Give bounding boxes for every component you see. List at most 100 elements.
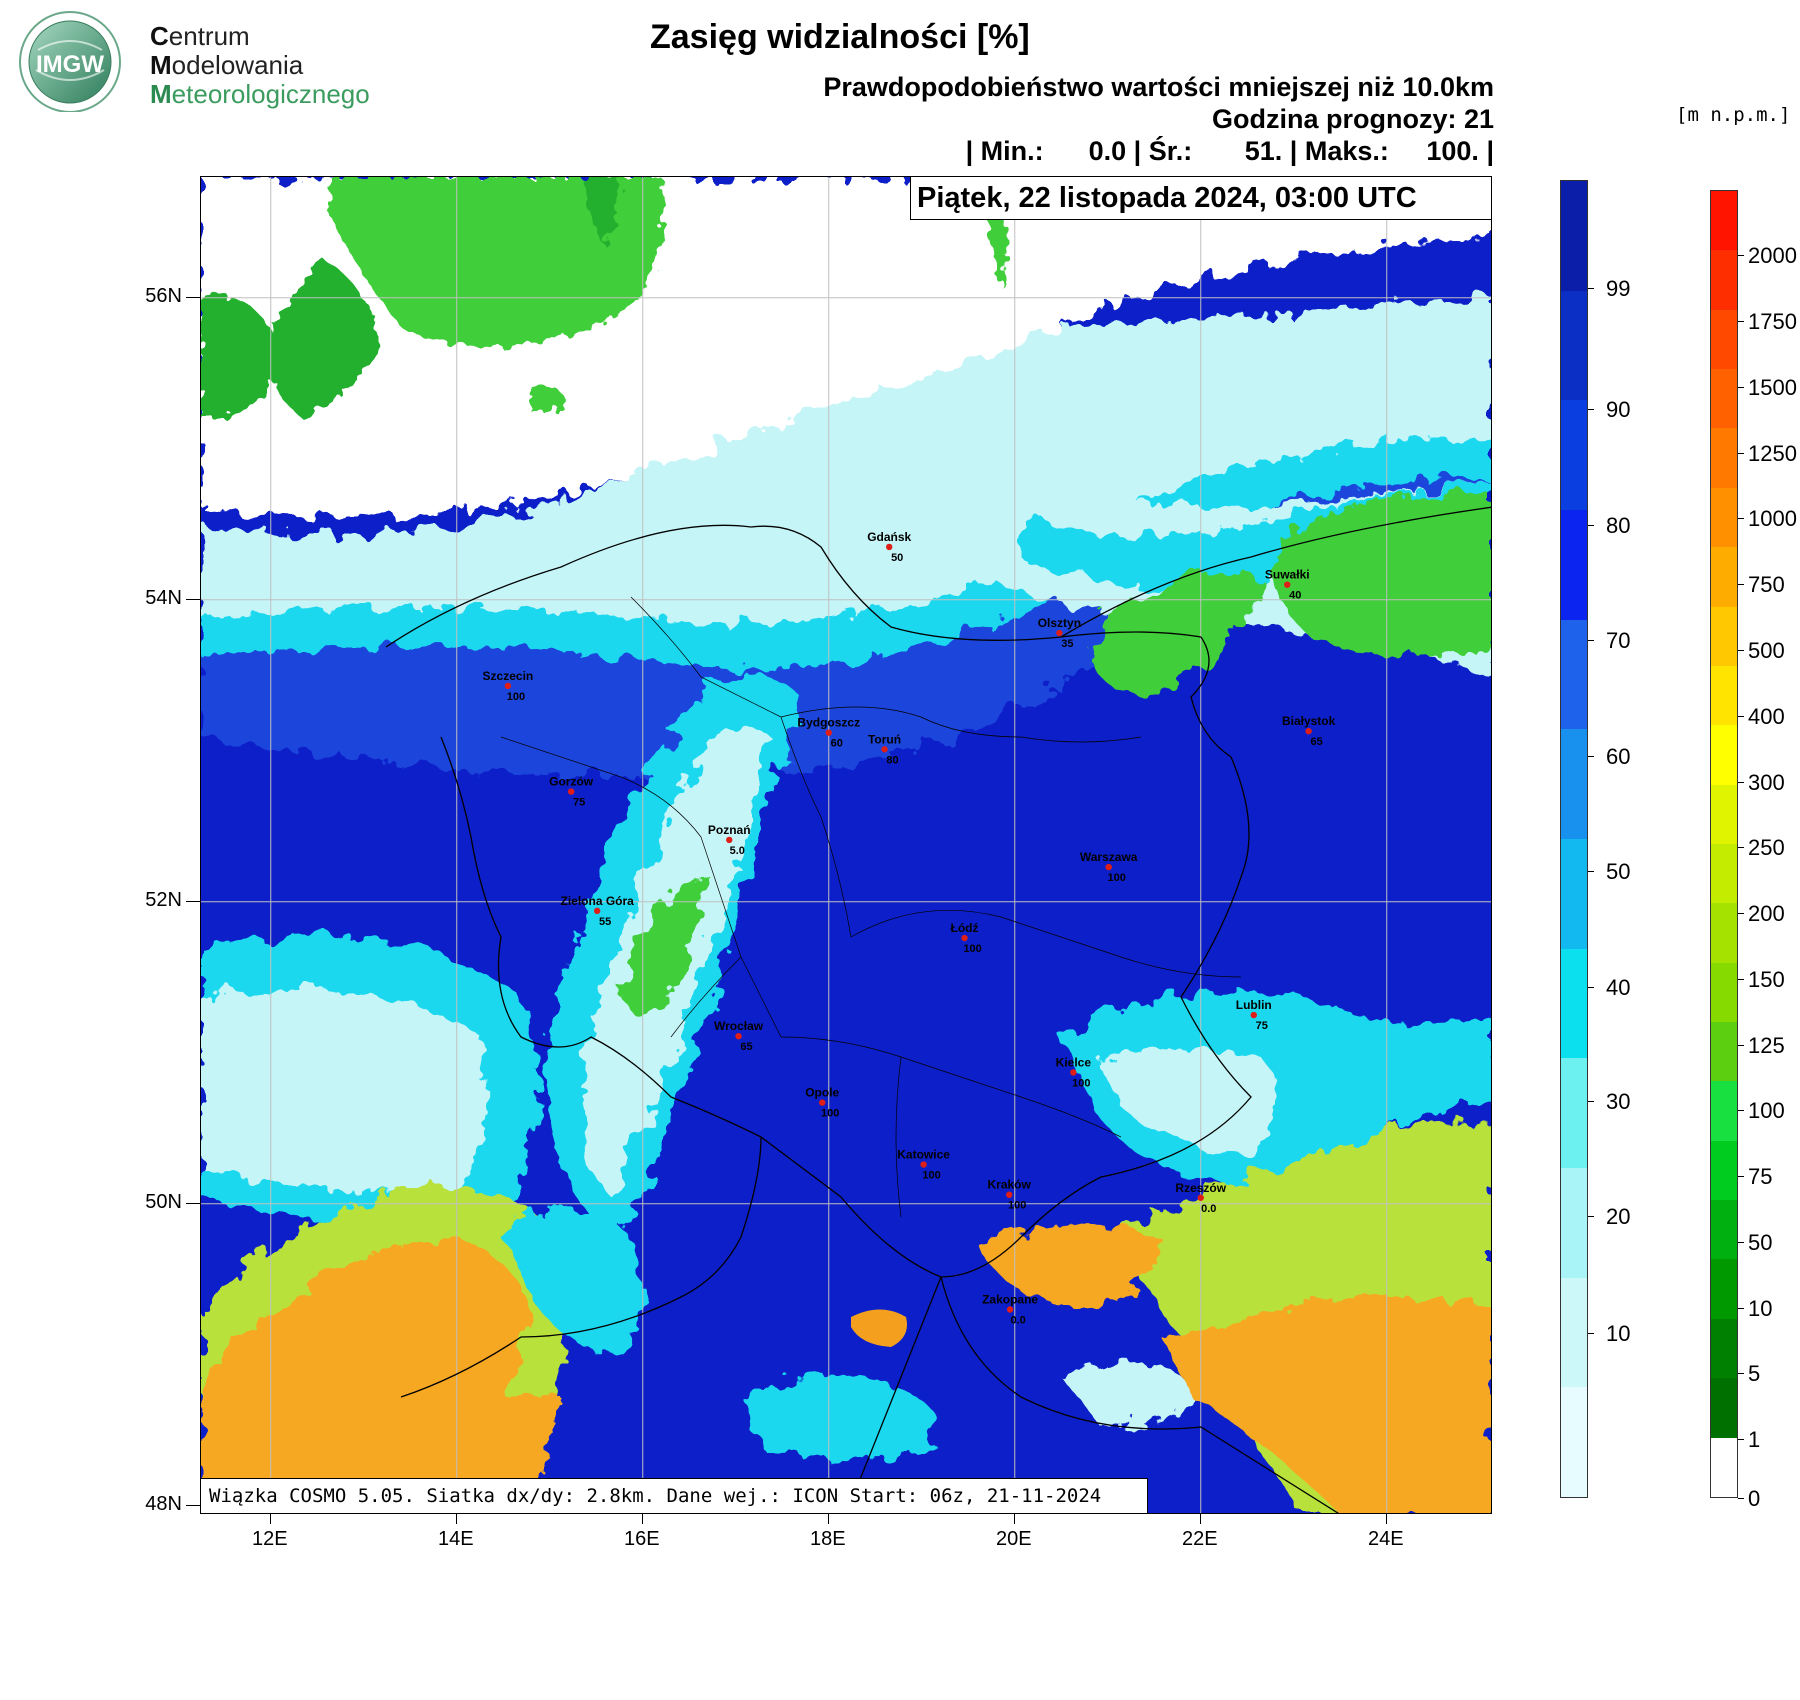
longitude-tick [1385, 1514, 1387, 1524]
sw-cyan-gap [501, 1207, 644, 1357]
longitude-tick [827, 1514, 829, 1524]
city-dot [593, 907, 601, 915]
city-dot [726, 836, 733, 844]
city-dot [567, 788, 575, 795]
city-value: 75 [573, 797, 585, 809]
city-name: Kraków [987, 1178, 1031, 1192]
sweden-land [331, 177, 664, 347]
longitude-label: 20E [995, 1528, 1032, 1550]
zakopane-spot [851, 1309, 907, 1347]
city-dot [1005, 1191, 1013, 1198]
carpathian-orange [981, 1224, 1161, 1307]
colorbar-segment [1561, 290, 1587, 401]
elevation-colorbar-label: 1750 [1748, 309, 1797, 335]
city-name: Lublin [1236, 998, 1272, 1012]
city-name: Łódź [951, 921, 979, 935]
longitude-label: 12E [251, 1528, 288, 1550]
probability-colorbar-tick [1588, 288, 1594, 290]
colorbar-segment [1561, 509, 1587, 620]
city-dot [1250, 1011, 1257, 1019]
probability-colorbar-tick [1588, 986, 1594, 988]
elevation-colorbar-label: 125 [1748, 1032, 1785, 1058]
probability-colorbar-label: 99 [1606, 276, 1631, 302]
city-value: 0.0 [1201, 1203, 1216, 1215]
city-name: Zielona Góra [561, 894, 635, 908]
city-value: 75 [1256, 1020, 1268, 1032]
colorbar-segment [1711, 1081, 1737, 1141]
elevation-colorbar-label: 1000 [1748, 506, 1797, 532]
longitude-label: 14E [437, 1528, 474, 1550]
city-name: Poznań [708, 823, 751, 837]
latitude-tick [186, 296, 200, 298]
south-light-patch [1061, 1364, 1201, 1427]
city-dot [886, 543, 893, 551]
stats-line: | Min.: 0.0 | Śr.: 51. | Maks.: 100. | [965, 136, 1494, 166]
city-value: 65 [740, 1041, 752, 1053]
date-box: Piątek, 22 listopada 2024, 03:00 UTC [910, 176, 1492, 220]
city-dot [735, 1032, 742, 1040]
longitude-tick [1013, 1514, 1015, 1524]
kaliningrad-border [1060, 506, 1491, 638]
probability-colorbar-label: 70 [1606, 627, 1631, 653]
logo-text: Centrum Modelowania Meteorologicznego [150, 22, 370, 109]
elevation-colorbar-tick [1738, 715, 1744, 717]
colorbar-segment [1711, 369, 1737, 429]
latitude-label: 50N [145, 1190, 182, 1213]
colorbar-segment [1711, 487, 1737, 548]
elevation-colorbar-tick [1738, 321, 1744, 323]
borders [385, 506, 1491, 1513]
elevation-colorbar-label: 75 [1748, 1164, 1773, 1190]
sweden-land-2 [269, 257, 381, 417]
eastern-border [1020, 636, 1252, 1238]
city-dot [1056, 629, 1063, 637]
elevation-colorbar-label: 750 [1748, 572, 1785, 598]
probability-colorbar-label: 90 [1606, 397, 1631, 423]
city-name: Olsztyn [1038, 616, 1081, 630]
colorbar-segment [1711, 1259, 1737, 1319]
elevation-colorbar-label: 250 [1748, 835, 1785, 861]
logo-line-3: Meteorologicznego [150, 79, 370, 109]
probability-colorbar-label: 60 [1606, 743, 1631, 769]
colorbar-segment [1561, 1277, 1587, 1388]
elevation-units: [m n.p.m.] [1676, 104, 1791, 126]
city-value: 80 [886, 754, 898, 766]
ne-green-a [1091, 572, 1261, 697]
probability-colorbar-tick [1588, 525, 1594, 527]
latitude-tick [186, 1202, 200, 1204]
city-name: Gdańsk [867, 530, 911, 544]
city-value: 0.0 [1010, 1315, 1025, 1327]
city-value: 35 [1061, 638, 1073, 650]
hungary-border [841, 1276, 942, 1513]
probability-colorbar-tick [1588, 1215, 1594, 1217]
latitude-label: 56N [145, 284, 182, 307]
se-orange [1161, 1297, 1491, 1513]
elevation-colorbar-tick [1738, 1373, 1744, 1375]
elevation-colorbar-label: 5 [1748, 1361, 1761, 1387]
city-dot [920, 1161, 927, 1168]
colorbar-segment [1711, 725, 1737, 785]
elevation-colorbar-tick [1738, 1241, 1744, 1243]
city-dot [1197, 1194, 1204, 1201]
imgw-logo-icon: IMGW [19, 11, 121, 113]
latitude-tick [186, 1504, 200, 1506]
elevation-colorbar-tick [1738, 847, 1744, 849]
longitude-tick [641, 1514, 643, 1524]
colorbar-segment [1711, 962, 1737, 1023]
colorbar-segment [1561, 1167, 1587, 1278]
longitude-tick [1199, 1514, 1201, 1524]
colorbar-segment [1711, 428, 1737, 488]
elevation-colorbar-label: 10 [1748, 1295, 1773, 1321]
colorbar-segment [1711, 250, 1737, 310]
city-name: Białystok [1282, 714, 1336, 728]
colorbar-segment [1561, 1058, 1587, 1168]
probability-colorbar-tick [1588, 1101, 1594, 1103]
city-value: 100 [963, 943, 981, 955]
city-value: 60 [831, 738, 843, 750]
colorbar-segment [1711, 665, 1737, 726]
probability-colorbar-label: 10 [1606, 1321, 1631, 1347]
city-name: Bydgoszcz [797, 716, 860, 730]
logo-line-2: Modelowania [150, 50, 304, 80]
city-dot [504, 682, 512, 690]
city-value: 100 [1072, 1077, 1090, 1089]
colorbar-segment [1711, 1378, 1737, 1438]
